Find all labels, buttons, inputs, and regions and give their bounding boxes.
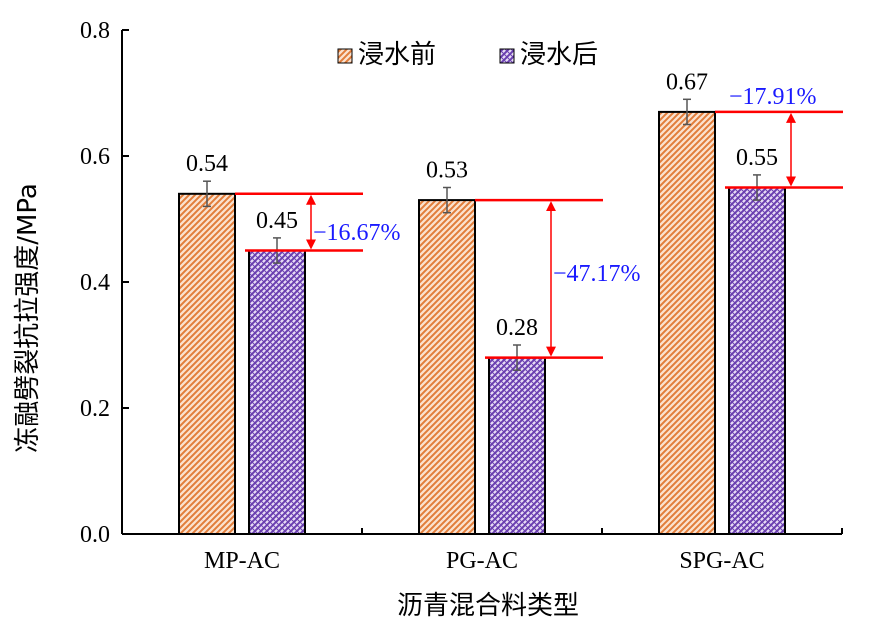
bar-after xyxy=(488,356,546,535)
error-bar xyxy=(443,186,451,214)
y-tick-label: 0.0 xyxy=(80,522,110,548)
y-tick-label: 0.2 xyxy=(80,396,110,422)
data-label-before: 0.54 xyxy=(186,151,228,177)
data-label-after: 0.28 xyxy=(496,315,538,341)
legend: 浸水前 浸水后 xyxy=(337,40,598,70)
x-axis-title: 沥青混合料类型 xyxy=(397,591,579,621)
data-label-after: 0.45 xyxy=(256,208,298,234)
x-tick-label: SPG-AC xyxy=(679,548,764,574)
change-label: −47.17% xyxy=(553,261,641,287)
bar-after xyxy=(728,186,786,535)
bar-after xyxy=(248,249,306,535)
data-label-after: 0.55 xyxy=(736,145,778,171)
legend-swatch-after xyxy=(499,48,515,64)
annotations-group: −16.67% −47.17% −17.91% xyxy=(235,84,843,359)
legend-swatch-before xyxy=(337,48,353,64)
data-label-before: 0.67 xyxy=(666,69,708,95)
change-label: −17.91% xyxy=(729,84,817,110)
y-tick-label: 0.4 xyxy=(80,270,110,296)
bar-before xyxy=(418,199,476,535)
x-tick-label: MP-AC xyxy=(204,548,280,574)
y-tick-label: 0.6 xyxy=(80,144,110,170)
error-bar xyxy=(683,98,691,126)
y-axis-title: 冻融劈裂抗拉强度/MPa xyxy=(13,183,43,453)
legend-label-after: 浸水后 xyxy=(520,40,598,70)
data-label-before: 0.53 xyxy=(426,158,468,184)
legend-label-before: 浸水前 xyxy=(358,40,436,70)
bar-before xyxy=(658,110,716,536)
x-tick-label: PG-AC xyxy=(446,548,518,574)
bars-group: 0.54 0.45 0.53 0.28 0.67 0.55 xyxy=(178,69,786,536)
bar-before xyxy=(178,192,236,536)
axes: 0.0 0.2 0.4 0.6 0.8 MP-AC PG-AC SPG-AC xyxy=(80,18,843,574)
change-label: −16.67% xyxy=(313,220,401,246)
y-tick-label: 0.8 xyxy=(80,18,110,44)
error-bar xyxy=(203,180,211,208)
